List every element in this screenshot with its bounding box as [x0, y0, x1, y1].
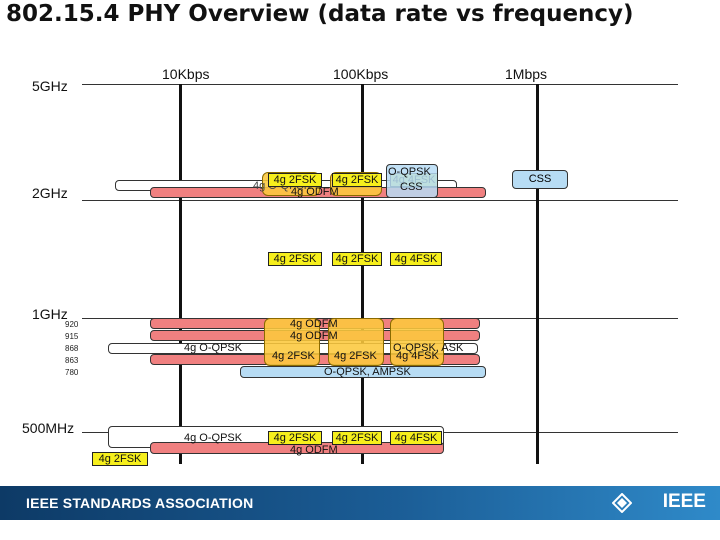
sub-freq-915: 915 — [65, 332, 79, 341]
tag-mid-4fsk: 4g 4FSK — [390, 252, 442, 266]
box-2ghz-oqpsk-css — [386, 164, 438, 198]
rate-label-1mbps: 1Mbps — [505, 66, 548, 82]
footer-org-name: IEEE STANDARDS ASSOCIATION — [26, 495, 254, 511]
footer-brand: IEEE — [662, 491, 706, 512]
tag-2ghz-2fsk-a: 4g 2FSK — [268, 173, 322, 187]
overlay-sub-c — [390, 318, 444, 366]
band-780-blue-bar — [240, 366, 486, 378]
overlay-sub-b — [328, 318, 384, 366]
tag-2ghz-oqpsk: O-QPSK — [388, 166, 431, 178]
rate-line-1mbps — [536, 84, 539, 464]
tag-mid-2fsk-b: 4g 2FSK — [332, 252, 382, 266]
tag-500-2fsk-a: 4g 2FSK — [268, 431, 322, 445]
tag-915-ofdm: 4g ODFM — [290, 330, 338, 342]
tag-500-ofdm: 4g ODFM — [290, 444, 338, 456]
freq-label-1ghz: 1GHz — [32, 306, 68, 322]
tag-mid-2fsk-a: 4g 2FSK — [268, 252, 322, 266]
rate-line-100kbps — [361, 84, 364, 464]
tag-2ghz-2fsk-b: 4g 2FSK — [332, 173, 382, 187]
tag-868-oqpsk-ask: O-QPSK, ASK — [393, 342, 464, 354]
tag-780-oqpsk-ampsk: O-QPSK, AMPSK — [324, 366, 411, 378]
tag-2ghz-ofdm: 4g ODFM — [291, 186, 339, 198]
tag-868-oqpsk4g: 4g O-QPSK — [184, 342, 243, 354]
sub-freq-920: 920 — [65, 320, 79, 329]
tag-500-4fsk: 4g 4FSK — [390, 431, 442, 445]
tag-sub-4fsk: 4g 4FSK — [396, 350, 439, 362]
tag-500-oqpsk4g: 4g O-QPSK — [184, 432, 243, 444]
rate-line-10kbps — [179, 84, 182, 464]
tag-500-2fsk-b: 4g 2FSK — [332, 431, 382, 445]
sub-freq-868: 868 — [65, 344, 79, 353]
tag-2ghz-css: CSS — [400, 181, 423, 193]
freq-label-5ghz: 5GHz — [32, 78, 68, 94]
freq-label-500mhz: 500MHz — [22, 420, 75, 436]
tag-low-2fsk: 4g 2FSK — [92, 452, 148, 466]
gridline-5ghz — [82, 84, 678, 85]
sub-freq-863: 863 — [65, 356, 79, 365]
slide-title: 802.15.4 PHY Overview (data rate vs freq… — [6, 1, 634, 27]
box-css-1mbps: CSS — [512, 170, 568, 189]
gridline-2ghz — [82, 200, 678, 201]
tag-920-ofdm: 4g ODFM — [290, 318, 338, 330]
ieee-logo-icon — [612, 493, 632, 513]
sub-freq-780: 780 — [65, 368, 79, 377]
tag-sub-2fsk-b: 4g 2FSK — [334, 350, 377, 362]
rate-label-10kbps: 10Kbps — [162, 66, 210, 82]
footer-bar: IEEE STANDARDS ASSOCIATION IEEE — [0, 486, 720, 520]
freq-label-2ghz: 2GHz — [32, 185, 68, 201]
overlay-sub-a — [264, 318, 320, 366]
rate-label-100kbps: 100Kbps — [333, 66, 389, 82]
tag-sub-2fsk-a: 4g 2FSK — [272, 350, 315, 362]
